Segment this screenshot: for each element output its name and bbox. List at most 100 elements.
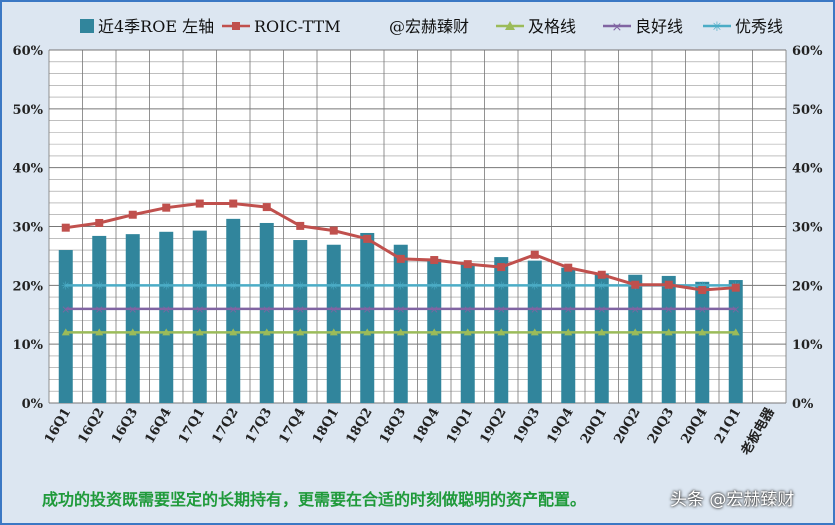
watermark: 头条 @宏赫臻财	[670, 490, 795, 510]
x-tick-label: 20Q3	[645, 406, 677, 447]
roic-marker	[61, 223, 70, 232]
good-line-marker: ×	[229, 303, 238, 316]
excellent-line-marker: ✳	[530, 279, 539, 292]
legend-label: ROIC-TTM	[254, 17, 341, 36]
roic-marker	[363, 234, 372, 243]
roic-marker	[229, 199, 238, 208]
roic-marker	[664, 280, 673, 289]
good-line-marker: ×	[329, 303, 338, 316]
excellent-line-marker: ✳	[195, 279, 204, 292]
pass-line-marker	[329, 328, 338, 336]
pass-line-marker	[396, 328, 405, 336]
x-tick-label: 18Q4	[410, 406, 442, 447]
roic-marker	[296, 221, 305, 230]
x-tick-label: 17Q4	[276, 406, 308, 447]
pass-line-marker	[430, 328, 439, 336]
good-line-marker: ×	[664, 303, 673, 316]
legend-label: 近4季ROE 左轴	[98, 17, 214, 36]
legend-item: ROIC-TTM	[222, 17, 341, 36]
roe-bar	[226, 218, 241, 403]
excellent-line-marker: ✳	[95, 279, 104, 292]
good-line-marker: ×	[564, 303, 573, 316]
roe-bar	[58, 250, 73, 403]
legend-label: 优秀线	[735, 17, 783, 36]
y-tick-right: 60%	[792, 44, 823, 59]
x-tick-label: 16Q3	[109, 406, 141, 447]
good-line-marker: ×	[195, 303, 204, 316]
roe-bar	[661, 275, 676, 403]
roic-marker	[430, 256, 439, 265]
excellent-line-marker: ✳	[463, 279, 472, 292]
y-tick-right: 0%	[792, 397, 814, 412]
roe-bar	[728, 280, 743, 403]
legend-label: @宏赫臻财	[389, 17, 469, 36]
excellent-line-marker: ✳	[229, 279, 238, 292]
roe-bar	[360, 232, 375, 403]
pass-line-marker	[731, 328, 740, 336]
excellent-line-marker: ✳	[128, 279, 137, 292]
roic-marker	[128, 210, 137, 219]
roic-marker	[329, 226, 338, 235]
good-line-marker: ×	[731, 303, 740, 316]
roe-bar	[259, 222, 274, 403]
x-tick-label: 19Q1	[444, 406, 476, 447]
excellent-line-marker: ✳	[430, 279, 439, 292]
y-tick-right: 50%	[792, 103, 823, 118]
good-line-marker: ×	[463, 303, 472, 316]
legend-label: 良好线	[635, 17, 683, 36]
y-tick-left: 0%	[22, 397, 44, 412]
roe-bar	[628, 274, 643, 403]
pass-line-marker	[530, 328, 539, 336]
roic-marker	[698, 286, 707, 295]
pass-line-marker	[564, 328, 573, 336]
y-tick-left: 10%	[13, 338, 44, 353]
pass-line-marker	[262, 328, 271, 336]
pass-line-marker	[631, 328, 640, 336]
y-tick-left: 30%	[13, 221, 44, 236]
legend-marker	[232, 22, 240, 30]
roic-marker	[497, 263, 506, 272]
pass-line-marker	[61, 328, 70, 336]
roe-bar	[92, 235, 107, 403]
good-line-marker: ×	[497, 303, 506, 316]
roic-marker	[463, 260, 472, 269]
excellent-line-marker: ✳	[497, 279, 506, 292]
legend-marker: ×	[612, 20, 623, 35]
roic-marker	[564, 263, 573, 272]
good-line-marker: ×	[128, 303, 137, 316]
x-tick-label: 16Q1	[42, 406, 74, 447]
x-tick-label: 16Q4	[142, 406, 174, 447]
legend-marker	[505, 21, 515, 30]
roic-marker	[731, 283, 740, 292]
legend-item: ✳ 优秀线	[703, 17, 783, 36]
excellent-line-marker: ✳	[363, 279, 372, 292]
excellent-line-marker: ✳	[597, 279, 606, 292]
x-tick-label: 16Q2	[75, 406, 107, 447]
roe-bar	[293, 240, 308, 403]
x-tick-label: 17Q3	[243, 406, 275, 447]
roe-bar	[393, 244, 408, 403]
y-tick-left: 60%	[13, 44, 44, 59]
x-tick-label: 18Q1	[310, 406, 342, 447]
x-tick-label: 20Q4	[678, 406, 710, 447]
roic-marker	[162, 203, 171, 212]
pass-line-marker	[363, 328, 372, 336]
good-line-marker: ×	[698, 303, 707, 316]
good-line-marker: ×	[363, 303, 372, 316]
legend-item: 及格线	[496, 17, 576, 36]
good-line-marker: ×	[396, 303, 405, 316]
good-line-marker: ×	[530, 303, 539, 316]
x-tick-label: 19Q4	[544, 406, 576, 447]
excellent-line-marker: ✳	[61, 279, 70, 292]
legend-swatch	[80, 19, 94, 33]
excellent-line-marker: ✳	[564, 279, 573, 292]
roe-bar	[695, 281, 710, 403]
roe-bar	[159, 231, 174, 403]
good-line-marker: ×	[430, 303, 439, 316]
roe-bar	[192, 230, 207, 403]
roic-marker	[631, 280, 640, 289]
good-line-marker: ×	[631, 303, 640, 316]
x-tick-label: 老板电器	[737, 404, 778, 459]
x-tick-label: 19Q3	[511, 406, 543, 447]
